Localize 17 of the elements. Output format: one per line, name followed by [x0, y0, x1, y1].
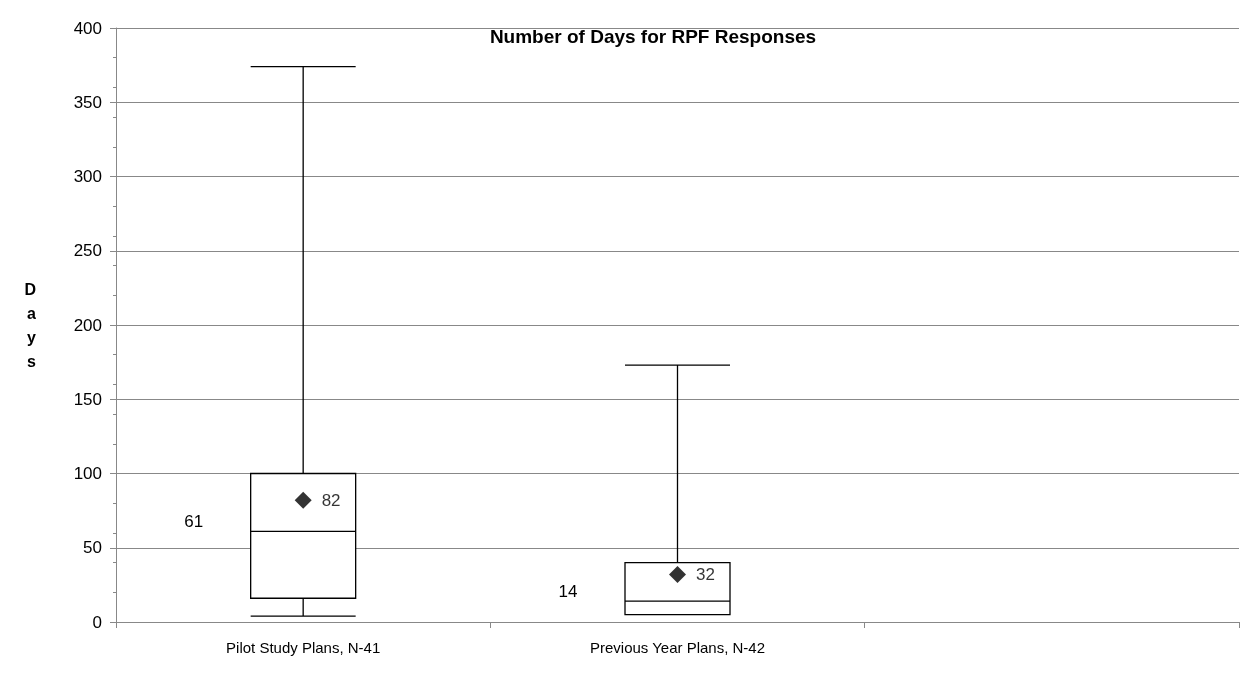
y-tick-label: 150 — [73, 389, 102, 409]
y-axis-title: Days — [24, 280, 37, 370]
y-tick-label: 250 — [73, 241, 102, 261]
y-tick-label: 100 — [73, 464, 102, 483]
x-tick-label: Pilot Study Plans, N-41 — [226, 639, 381, 656]
y-tick-label: 300 — [73, 167, 102, 186]
y-tick-label: 0 — [92, 612, 102, 632]
y-tick-label: 400 — [73, 18, 102, 38]
y-tick-label: 200 — [73, 315, 102, 335]
y-tick-label: 50 — [83, 538, 102, 558]
data-label: 32 — [696, 564, 715, 584]
chart-title: Number of Days for RPF Responses — [489, 26, 817, 47]
y-tick-label: 350 — [73, 92, 102, 112]
x-tick-label: Previous Year Plans, N-42 — [589, 639, 766, 656]
annotation: 61 — [184, 511, 204, 531]
annotation: 14 — [558, 581, 578, 601]
data-label: 82 — [321, 490, 341, 510]
